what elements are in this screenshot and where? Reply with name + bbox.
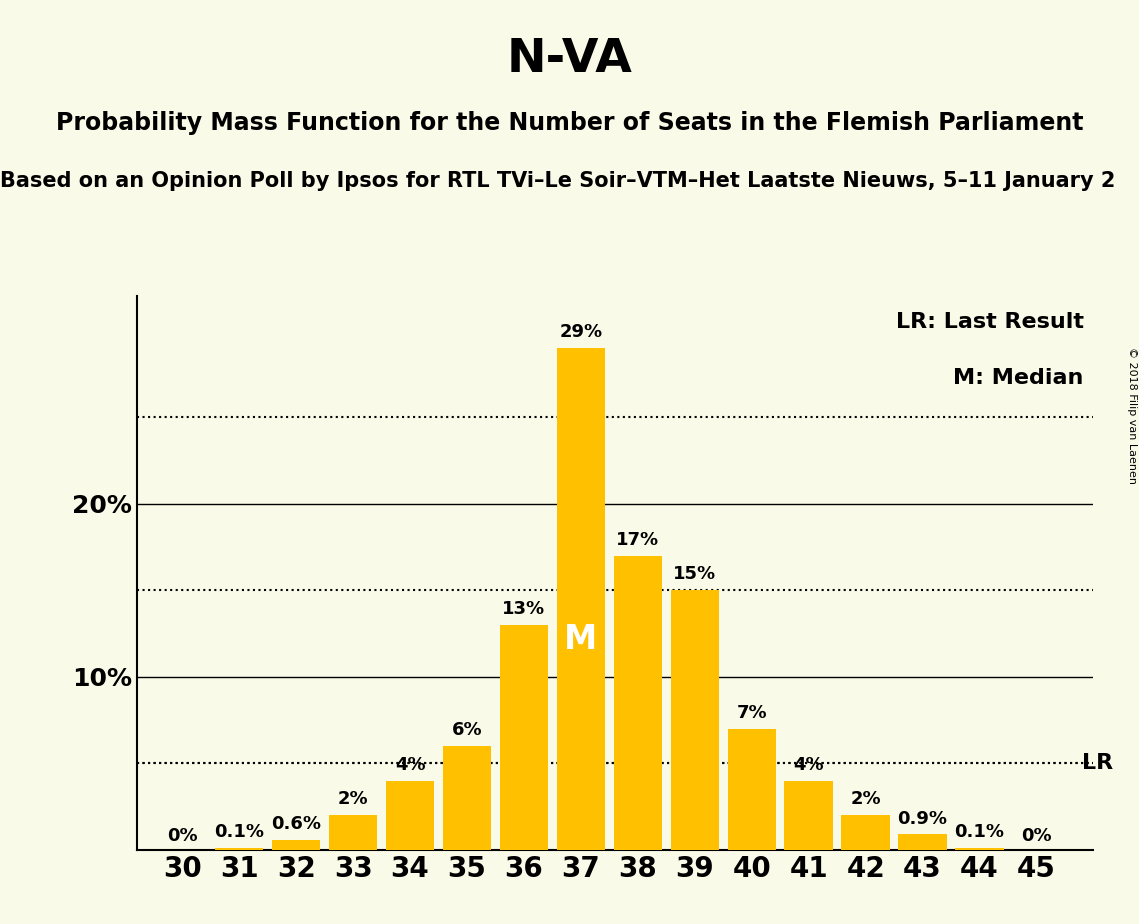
Text: 29%: 29% [559, 322, 603, 341]
Text: 0%: 0% [167, 827, 197, 845]
Text: LR: Last Result: LR: Last Result [896, 312, 1084, 333]
Text: 4%: 4% [395, 756, 425, 774]
Text: 0.9%: 0.9% [898, 809, 948, 828]
Bar [842, 816, 890, 850]
Bar [329, 816, 377, 850]
Text: 4%: 4% [794, 756, 823, 774]
Bar [215, 848, 263, 850]
Bar [500, 625, 548, 850]
Text: 0.1%: 0.1% [214, 823, 264, 842]
Text: N-VA: N-VA [507, 37, 632, 82]
Bar [728, 729, 776, 850]
Text: Probability Mass Function for the Number of Seats in the Flemish Parliament: Probability Mass Function for the Number… [56, 111, 1083, 135]
Text: 7%: 7% [737, 704, 767, 722]
Text: 2%: 2% [338, 791, 368, 808]
Bar [272, 840, 320, 850]
Text: 0.1%: 0.1% [954, 823, 1005, 842]
Bar [899, 834, 947, 850]
Text: M: M [564, 623, 598, 655]
Text: M: Median: M: Median [953, 368, 1084, 388]
Text: Based on an Opinion Poll by Ipsos for RTL TVi–Le Soir–VTM–Het Laatste Nieuws, 5–: Based on an Opinion Poll by Ipsos for RT… [0, 171, 1115, 191]
Bar [557, 347, 605, 850]
Text: 15%: 15% [673, 565, 716, 583]
Text: 17%: 17% [616, 530, 659, 549]
Text: 0.6%: 0.6% [271, 815, 321, 833]
Bar [614, 555, 662, 850]
Bar [386, 781, 434, 850]
Text: 0%: 0% [1022, 827, 1051, 845]
Text: 6%: 6% [452, 722, 482, 739]
Text: 13%: 13% [502, 600, 546, 618]
Bar [443, 747, 491, 850]
Bar [671, 590, 719, 850]
Text: LR: LR [1082, 753, 1113, 773]
Bar [785, 781, 833, 850]
Text: © 2018 Filip van Laenen: © 2018 Filip van Laenen [1126, 347, 1137, 484]
Text: 2%: 2% [851, 791, 880, 808]
Bar [956, 848, 1003, 850]
